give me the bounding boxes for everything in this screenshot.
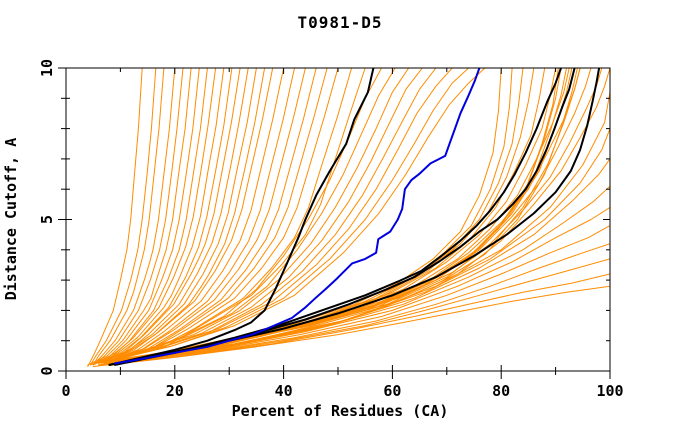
best-model-curve (114, 68, 481, 365)
ticks-layer: 0 20 40 60 80 100 0 5 10 (38, 59, 624, 400)
prediction-curve (109, 68, 578, 366)
prediction-curve (100, 68, 241, 363)
prediction-curve (98, 68, 225, 364)
y-tick-label: 5 (38, 215, 56, 224)
prediction-curve (114, 158, 610, 363)
prediction-curve (90, 68, 157, 366)
prediction-curve (109, 68, 306, 361)
x-axis-label: Percent of Residues (CA) (232, 402, 449, 420)
prediction-curve (109, 206, 610, 364)
x-tick-label: 80 (492, 382, 510, 400)
prediction-curve (92, 68, 165, 366)
prediction-curve (103, 243, 610, 364)
x-tick-label: 100 (596, 382, 623, 400)
prediction-curve (100, 68, 249, 363)
prediction-curve (95, 68, 184, 364)
chart-title: T0981-D5 (297, 13, 382, 32)
curves-layer (87, 68, 610, 367)
prediction-curve (100, 68, 396, 364)
x-tick-label: 60 (383, 382, 401, 400)
prediction-curve (87, 68, 143, 367)
x-tick-label: 40 (275, 382, 293, 400)
prediction-curve (98, 258, 610, 366)
prediction-curve (106, 68, 285, 363)
prediction-curve (109, 68, 453, 363)
prediction-curve (111, 68, 328, 361)
prediction-curve (103, 225, 610, 364)
prediction-curve (92, 68, 208, 366)
prediction-curve (109, 68, 295, 363)
x-tick-label: 20 (166, 382, 184, 400)
prediction-curve (95, 68, 217, 364)
prediction-curve (103, 68, 257, 363)
prediction-curve (103, 68, 410, 363)
y-tick-label: 10 (38, 59, 56, 77)
x-tick-label: 0 (61, 382, 70, 400)
prediction-curve (114, 68, 339, 361)
plot-border (65, 67, 611, 372)
prediction-curve (111, 68, 317, 361)
prediction-curve (87, 68, 192, 366)
black-highlight-curve (119, 68, 601, 365)
prediction-curve (114, 68, 353, 360)
prediction-curve (106, 68, 559, 366)
black-highlight-curve (108, 68, 375, 366)
prediction-curve (109, 68, 470, 361)
prediction-curve (90, 68, 200, 366)
prediction-curve (122, 68, 610, 360)
prediction-curve (106, 68, 274, 363)
prediction-curve (92, 68, 176, 366)
prediction-curve (114, 68, 581, 364)
black-highlight-curve (114, 68, 576, 366)
prediction-curve (98, 68, 233, 364)
prediction-curve (103, 68, 423, 363)
y-tick-label: 0 (38, 366, 56, 375)
y-axis-label: Distance Cutoff, A (2, 138, 20, 301)
prediction-curve (111, 68, 486, 361)
